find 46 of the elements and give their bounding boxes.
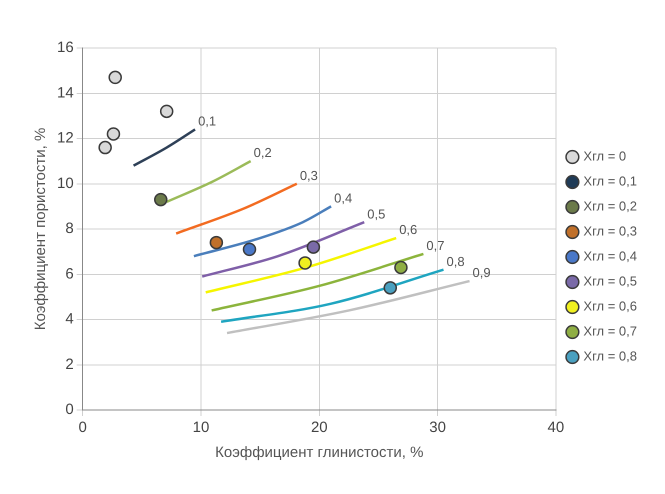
series-label: 0,3 (300, 168, 318, 183)
series-label: 0,2 (254, 145, 272, 160)
y-tick-label: 0 (65, 401, 74, 418)
x-axis-title: Коэффициент глинистости, % (215, 444, 424, 462)
legend-label: Хгл = 0,2 (583, 198, 638, 214)
series-label: 0,6 (399, 222, 418, 238)
x-tick-label: 30 (429, 419, 446, 436)
y-tick-label: 16 (56, 39, 74, 56)
point (242, 242, 256, 256)
legend-label: Хгл = 0,6 (583, 298, 638, 314)
point (98, 140, 112, 154)
point (160, 104, 174, 118)
series-label: 0,4 (334, 190, 352, 206)
point (106, 127, 120, 141)
x-tick-label: 0 (78, 419, 87, 436)
series-label: 0,9 (472, 265, 491, 280)
legend-label: Хгл = 0,1 (583, 174, 638, 189)
x-tick-label: 20 (310, 419, 328, 436)
legend-label: Хгл = 0 (583, 148, 626, 164)
line-series (192, 205, 332, 258)
point (210, 236, 224, 250)
point (298, 256, 312, 270)
series-label: 0,8 (446, 254, 465, 269)
legend-label: Хгл = 0,7 (583, 324, 638, 339)
series-label: 0,7 (426, 238, 444, 253)
legend-label: Хгл = 0,8 (583, 348, 638, 364)
y-tick-label: 12 (56, 130, 74, 147)
legend-label: Хгл = 0,3 (583, 224, 638, 239)
legend-label: Хгл = 0,5 (583, 274, 638, 289)
legend-label: Хгл = 0,4 (583, 248, 638, 264)
x-tick-label: 40 (548, 419, 564, 436)
point (384, 281, 398, 295)
y-axis-title: Коэффициент пористости, % (32, 128, 50, 330)
y-tick-label: 4 (65, 310, 74, 328)
point (394, 260, 408, 274)
point (108, 70, 122, 84)
y-tick-label: 10 (56, 174, 74, 192)
y-tick-label: 2 (65, 356, 74, 373)
point (154, 192, 168, 206)
y-tick-label: 6 (65, 265, 74, 282)
series-label: 0,1 (198, 114, 216, 129)
y-tick-label: 14 (56, 84, 74, 102)
y-tick-label: 8 (65, 220, 74, 238)
x-tick-label: 10 (192, 419, 210, 436)
point (306, 240, 320, 254)
series-label: 0,5 (367, 206, 386, 222)
